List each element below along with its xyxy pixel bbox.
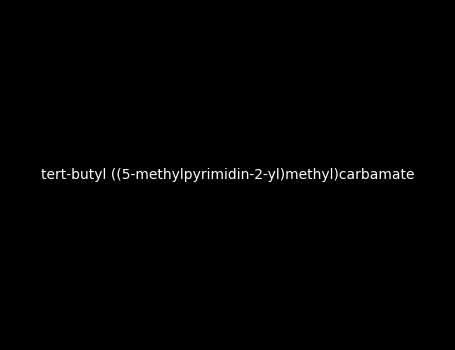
Text: tert-butyl ((5-methylpyrimidin-2-yl)methyl)carbamate: tert-butyl ((5-methylpyrimidin-2-yl)meth… [41,168,414,182]
